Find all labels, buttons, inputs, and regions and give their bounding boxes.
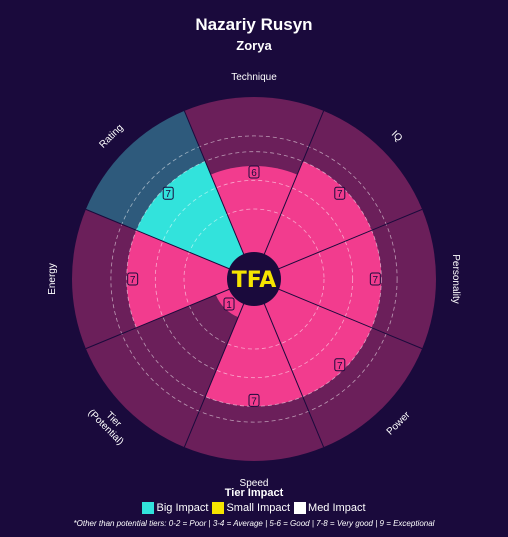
chart-title: Nazariy Rusyn — [195, 15, 313, 34]
category-label: Speed — [240, 478, 269, 489]
category-label: Technique — [231, 72, 277, 83]
center-circle — [227, 252, 281, 306]
value-badge-box — [127, 272, 139, 286]
category-label: Rating — [97, 122, 125, 150]
value-badge-box — [248, 393, 260, 407]
category-label: Power — [385, 409, 413, 437]
value-label: 7 — [337, 361, 343, 372]
legend-item-med: Med Impact — [294, 502, 366, 514]
legend-label-small: Small Impact — [226, 502, 291, 514]
bar — [210, 166, 298, 279]
value-badge-box — [162, 186, 174, 200]
value-badge-box — [248, 165, 260, 179]
value-label: 7 — [130, 275, 136, 286]
legend-item-small: Small Impact — [212, 502, 290, 514]
value-badge-box — [334, 358, 346, 372]
grid-ring — [154, 179, 354, 379]
legend-swatch-small — [212, 502, 225, 514]
legend-swatch-big — [142, 502, 155, 514]
value-label: 7 — [251, 396, 257, 407]
legend-swatch-med — [294, 502, 307, 514]
separator-line — [183, 110, 255, 280]
separator-line — [253, 278, 325, 448]
separator-line — [253, 208, 423, 280]
category-label: Energy — [47, 263, 58, 295]
bar — [205, 279, 303, 407]
category-label: IQ — [389, 129, 404, 144]
bar — [126, 230, 254, 328]
value-label: 1 — [226, 300, 232, 311]
value-badge-box — [223, 297, 235, 311]
track-segment — [85, 279, 254, 448]
legend-title: Tier Impact — [224, 487, 284, 499]
value-label: 7 — [165, 189, 171, 200]
separator-line — [253, 110, 325, 280]
value-label: 6 — [251, 168, 257, 179]
value-badge-box — [369, 272, 381, 286]
separator-line — [85, 208, 255, 280]
legend-label-med: Med Impact — [308, 502, 366, 514]
legend-item-big: Big Impact — [142, 502, 208, 514]
separator-line — [253, 278, 423, 350]
footnote: *Other than potential tiers: 0-2 = Poor … — [73, 519, 435, 528]
separator-line — [183, 278, 255, 448]
legend: Big Impact Small Impact Med Impact — [0, 502, 508, 514]
value-badge-box — [334, 186, 346, 200]
grid-ring — [110, 135, 398, 423]
separator-line — [85, 278, 255, 350]
legend-label-big: Big Impact — [156, 502, 209, 514]
value-label: 7 — [373, 275, 379, 286]
value-label: 7 — [337, 189, 343, 200]
chart-subtitle: Zorya — [236, 38, 272, 53]
category-label: Personality — [450, 254, 461, 303]
center-logo: TFA — [232, 268, 277, 293]
grid-ring — [183, 208, 325, 350]
